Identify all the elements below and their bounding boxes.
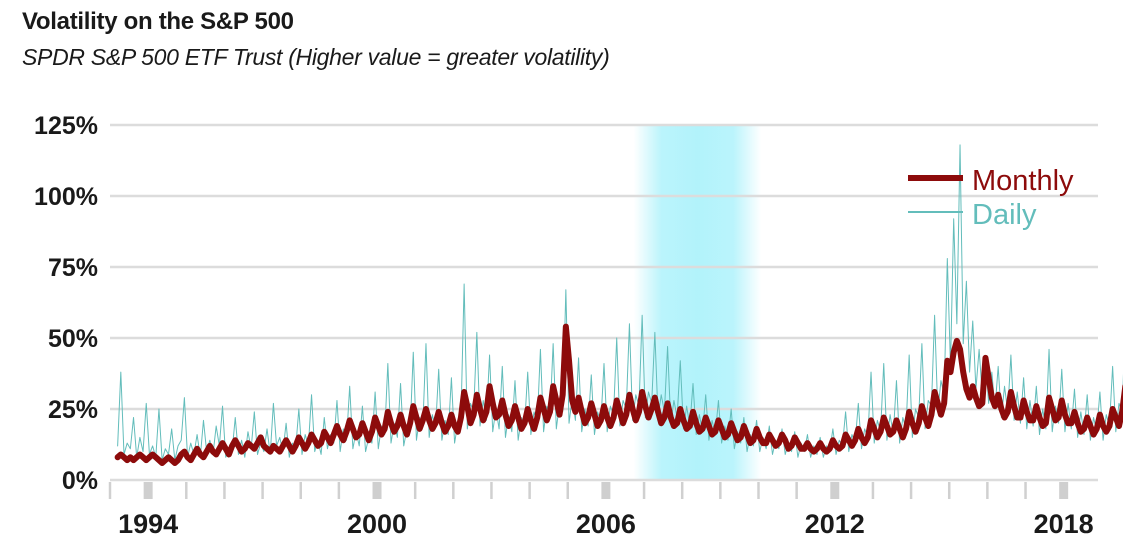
- series-group: [114, 144, 1123, 466]
- yaxis-labels-group: 0% 25% 50% 75% 100% 125%: [34, 112, 98, 495]
- legend-label-monthly: Monthly: [972, 165, 1074, 197]
- yaxis-tick-label: 0%: [62, 467, 98, 495]
- yaxis-tick-label: 25%: [48, 396, 98, 424]
- xaxis-tick-label: 1994: [118, 509, 178, 539]
- xaxis-labels-group: 1994 2000 2006 2012 2018: [118, 509, 1094, 539]
- page-title: Volatility on the S&P 500: [22, 8, 294, 35]
- xaxis-tick-label: 2018: [1034, 509, 1094, 539]
- yaxis-tick-label: 100%: [34, 183, 98, 211]
- yaxis-tick-label: 75%: [48, 254, 98, 282]
- series-line-monthly: [114, 323, 1123, 466]
- xaxis-tick-label: 2000: [347, 509, 407, 539]
- chart-subtitle: SPDR S&P 500 ETF Trust (Higher value = g…: [22, 44, 610, 70]
- legend-label-daily: Daily: [972, 199, 1037, 231]
- xaxis-tick-label: 2006: [576, 509, 636, 539]
- xaxis-tick-label: 2012: [805, 509, 865, 539]
- yaxis-tick-label: 50%: [48, 325, 98, 353]
- xaxis-ticks-group: [108, 482, 1069, 499]
- legend: Monthly Daily: [908, 165, 1074, 231]
- gridlines-group: [110, 123, 1098, 482]
- yaxis-tick-label: 125%: [34, 112, 98, 140]
